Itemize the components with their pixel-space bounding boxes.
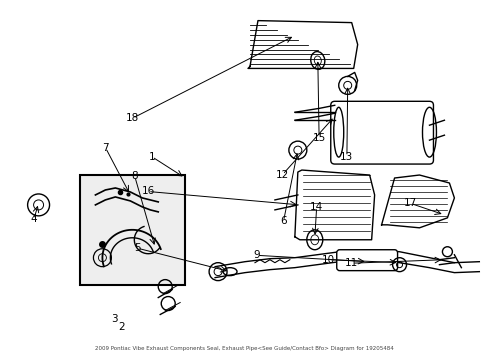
Text: 9: 9 xyxy=(253,250,260,260)
Text: 5: 5 xyxy=(134,243,140,253)
Text: 8: 8 xyxy=(131,171,138,181)
Text: 14: 14 xyxy=(309,202,323,212)
Text: 13: 13 xyxy=(340,152,353,162)
Text: 16: 16 xyxy=(141,186,154,197)
Text: 12: 12 xyxy=(275,170,288,180)
Text: 2: 2 xyxy=(118,322,124,332)
Text: 15: 15 xyxy=(312,133,325,143)
Text: 3: 3 xyxy=(111,314,118,324)
Text: 11: 11 xyxy=(345,258,358,268)
Text: 17: 17 xyxy=(403,198,416,208)
Text: 1: 1 xyxy=(148,152,155,162)
FancyBboxPatch shape xyxy=(336,250,397,271)
Text: 6: 6 xyxy=(280,216,286,226)
Text: 18: 18 xyxy=(125,113,139,123)
Text: 10: 10 xyxy=(321,255,334,265)
Bar xyxy=(81,175,185,285)
Text: 4: 4 xyxy=(30,215,37,224)
Text: 2009 Pontiac Vibe Exhaust Components Seal, Exhaust Pipe<See Guide/Contact Bfo> D: 2009 Pontiac Vibe Exhaust Components Sea… xyxy=(95,346,392,351)
Text: 7: 7 xyxy=(102,143,109,153)
